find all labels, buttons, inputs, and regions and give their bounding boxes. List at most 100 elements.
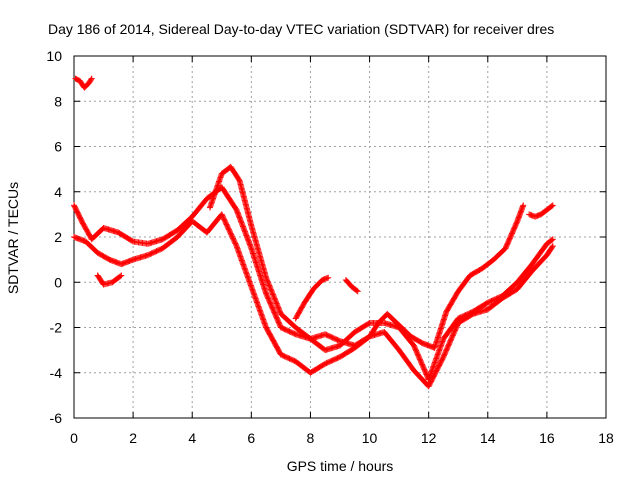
x-tick-label: 8 [307, 430, 315, 446]
data-point [419, 362, 426, 369]
data-point [263, 291, 270, 298]
data-point [221, 216, 228, 223]
data-point [225, 226, 232, 233]
data-point [266, 299, 273, 306]
data-point [269, 290, 276, 297]
data-point [276, 320, 283, 327]
data-point [220, 215, 227, 222]
data-point [442, 350, 449, 357]
data-point [230, 236, 237, 243]
data-point [267, 300, 274, 307]
data-point [442, 348, 449, 355]
data-point [416, 355, 423, 362]
data-point [444, 345, 451, 352]
data-point [225, 225, 232, 232]
data-point [271, 309, 278, 316]
data-point [264, 278, 271, 285]
data-point [450, 330, 457, 337]
data-point [440, 352, 447, 359]
data-point [549, 202, 556, 209]
data-point [229, 234, 236, 241]
data-point [447, 338, 454, 345]
data-point [221, 217, 228, 224]
data-point [275, 319, 282, 326]
data-point [268, 287, 275, 294]
data-point [263, 276, 270, 283]
data-point [265, 295, 272, 302]
data-point [449, 332, 456, 339]
data-point [421, 367, 428, 374]
chart-title: Day 186 of 2014, Sidereal Day-to-day VTE… [48, 21, 554, 37]
data-point [267, 285, 274, 292]
data-point [353, 287, 360, 294]
data-point [414, 351, 421, 358]
data-point [325, 274, 332, 281]
data-point [266, 283, 273, 290]
x-tick-label: 6 [247, 430, 255, 446]
data-point [418, 360, 425, 367]
x-tick-label: 2 [129, 430, 137, 446]
data-point [264, 277, 271, 284]
data-point [268, 301, 275, 308]
y-tick-label: -2 [50, 320, 63, 336]
data-point [230, 235, 237, 242]
y-tick-label: 0 [54, 274, 62, 290]
data-point [452, 326, 459, 333]
y-tick-label: -4 [50, 365, 63, 381]
data-point [226, 227, 233, 234]
data-point [443, 347, 450, 354]
data-point [445, 342, 452, 349]
data-point [421, 366, 428, 373]
data-point [272, 313, 279, 320]
data-point [413, 348, 420, 355]
data-point [548, 203, 555, 210]
data-point [273, 299, 280, 306]
data-point [271, 294, 278, 301]
data-point [269, 304, 276, 311]
data-point [411, 343, 418, 350]
data-point [451, 327, 458, 334]
data-point [224, 222, 231, 229]
data-point [219, 213, 226, 220]
data-point [266, 298, 273, 305]
data-point [273, 314, 280, 321]
data-point [448, 336, 455, 343]
data-point [117, 273, 124, 280]
data-point [222, 220, 229, 227]
data-point [444, 343, 451, 350]
data-point [231, 239, 238, 246]
data-point [420, 365, 427, 372]
data-point [417, 357, 424, 364]
data-point [263, 274, 270, 281]
data-point [270, 292, 277, 299]
y-tick-label: 6 [54, 139, 62, 155]
data-point [222, 218, 229, 225]
x-tick-label: 10 [362, 430, 378, 446]
data-point [274, 303, 281, 310]
data-point [274, 316, 281, 323]
data-point [447, 337, 454, 344]
data-point [440, 353, 447, 360]
data-point [520, 202, 527, 209]
y-tick-label: 8 [54, 93, 62, 109]
data-point [267, 286, 274, 293]
data-point [271, 295, 278, 302]
data-point [265, 281, 272, 288]
data-point [422, 368, 429, 375]
data-point [218, 211, 225, 218]
data-point [224, 224, 231, 231]
data-point [270, 308, 277, 315]
data-point [275, 305, 282, 312]
data-point [449, 333, 456, 340]
data-point [265, 296, 272, 303]
data-point [416, 356, 423, 363]
data-point [268, 288, 275, 295]
data-point [410, 342, 417, 349]
chart-grid [74, 56, 606, 418]
data-point [448, 335, 455, 342]
x-tick-label: 0 [70, 430, 78, 446]
data-point [271, 310, 278, 317]
data-point [549, 244, 556, 251]
data-point [232, 240, 239, 247]
